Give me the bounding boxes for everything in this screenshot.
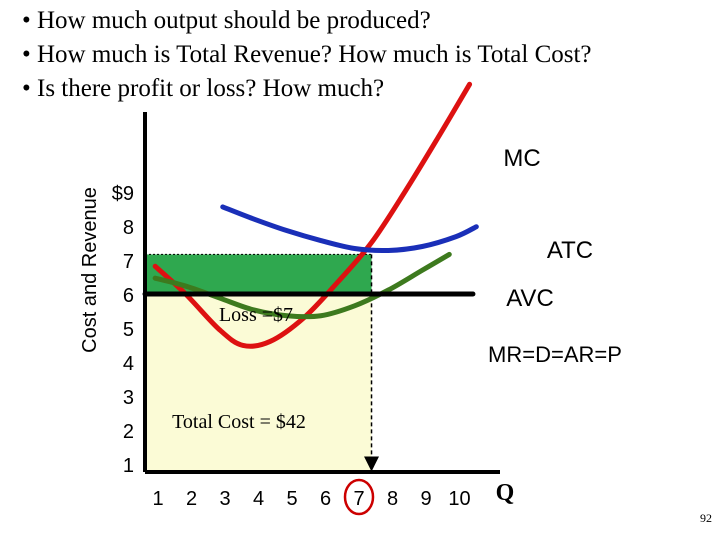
x-tick-label: 8: [387, 488, 398, 510]
x-tick-label: 1: [152, 488, 163, 510]
x-tick-label: 9: [420, 488, 431, 510]
atc-label: ATC: [547, 237, 593, 264]
question-revenue-cost: • How much is Total Revenue? How much is…: [22, 41, 592, 68]
y-tick-label: 1: [123, 455, 134, 477]
loss-label: Loss =$7: [219, 304, 293, 326]
y-tick-label: 7: [123, 251, 134, 273]
x-tick-label: 3: [219, 488, 230, 510]
question-list: • How much output should be produced? • …: [22, 4, 592, 106]
y-tick-label: $9: [112, 183, 134, 205]
total-cost-label: Total Cost = $42: [172, 411, 306, 433]
atc-curve: [220, 204, 479, 254]
y-tick-label: 2: [123, 421, 134, 443]
slide-number: 92: [700, 511, 712, 525]
x-axis-title: Q: [496, 480, 515, 506]
mc-label: MC: [503, 145, 540, 172]
y-tick-label: 3: [123, 387, 134, 409]
x-tick-label: 4: [253, 488, 264, 510]
y-tick-label: 5: [123, 319, 134, 341]
question-output: • How much output should be produced?: [22, 7, 431, 34]
x-tick-label: 5: [286, 488, 297, 510]
optimal-quantity-circle: [343, 478, 375, 516]
x-tick-label: 2: [186, 488, 197, 510]
y-tick-label: 6: [123, 285, 134, 307]
x-tick-label: 10: [448, 488, 470, 510]
y-tick-label: 8: [123, 217, 134, 239]
y-axis-title: Cost and Revenue: [79, 187, 101, 353]
question-profit-loss: • Is there profit or loss? How much?: [22, 75, 385, 102]
y-tick-label: 4: [123, 353, 134, 375]
x-tick-label: 6: [320, 488, 331, 510]
x-tick-label: 7: [353, 488, 364, 510]
avc-label: AVC: [506, 285, 554, 312]
mr-label: MR=D=AR=P: [488, 342, 622, 367]
total-cost-area: [145, 293, 372, 472]
